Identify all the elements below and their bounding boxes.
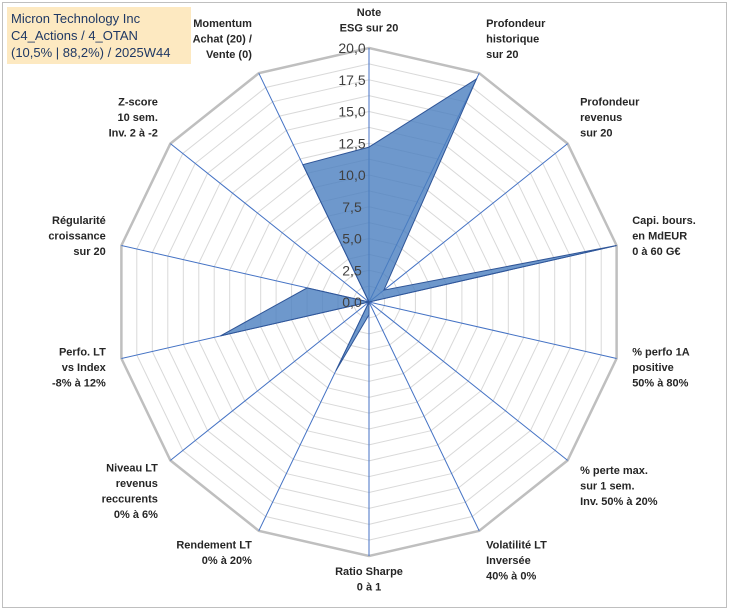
- axis-label: Régularité croissance sur 20: [48, 215, 105, 258]
- axis-label: Profondeur revenus sur 20: [580, 97, 640, 140]
- axis-label: Perfo. LT vs Index -8% à 12%: [52, 347, 107, 390]
- tick-label: 5,0: [342, 231, 362, 247]
- tick-label: 12,5: [338, 135, 365, 151]
- radar-spoke: [368, 301, 568, 461]
- axis-label: Momentum Achat (20) / Vente (0): [193, 18, 253, 61]
- chart-title: Micron Technology Inc C4_Actions / 4_OTA…: [7, 7, 191, 64]
- radar-spoke: [170, 143, 370, 303]
- axis-label: % perfo 1A positive 50% à 80%: [632, 347, 690, 390]
- axis-label: Rendement LT 0% à 20%: [176, 539, 252, 567]
- radar-spoke: [170, 301, 370, 461]
- title-line-scores: (10,5% | 88,2%) / 2025W44: [11, 45, 171, 60]
- tick-label: 17,5: [338, 72, 365, 88]
- tick-label: 15,0: [338, 104, 365, 120]
- tick-label: 7,5: [342, 199, 362, 215]
- tick-label: 20,0: [338, 40, 365, 56]
- title-line-company: Micron Technology Inc: [11, 11, 141, 26]
- tick-label: 2,5: [342, 262, 362, 278]
- axis-label: Note ESG sur 20: [340, 7, 399, 35]
- axis-label: Niveau LT revenus reccurents 0% à 6%: [102, 463, 159, 521]
- radar-tick-labels: 0,0 2,5 5,0 7,5 10,0 12,5 15,0 17,5 20,0: [338, 40, 365, 310]
- axis-label: % perte max. sur 1 sem. Inv. 50% à 20%: [580, 465, 658, 508]
- title-line-category: C4_Actions / 4_OTAN: [11, 28, 138, 43]
- radar-spoke: [368, 301, 617, 359]
- radar-series: [220, 77, 617, 371]
- axis-label: Volatilité LT Inversée 40% à 0%: [486, 539, 547, 582]
- series-area: [220, 77, 617, 371]
- tick-label: 0,0: [342, 294, 362, 310]
- axis-label: Profondeur historique sur 20: [486, 18, 546, 61]
- tick-label: 10,0: [338, 167, 365, 183]
- axis-label: Ratio Sharpe 0 à 1: [335, 566, 403, 594]
- radar-axis-labels: Note ESG sur 20 Profondeur historique sur 20…: [48, 7, 695, 594]
- radar-spoke: [368, 301, 480, 532]
- radar-spoke: [368, 143, 568, 303]
- axis-label: Z-score 10 sem. Inv. 2 à -2: [109, 97, 158, 140]
- axis-label: Capi. bours. en MdEUR 0 à 60 G€: [632, 215, 696, 258]
